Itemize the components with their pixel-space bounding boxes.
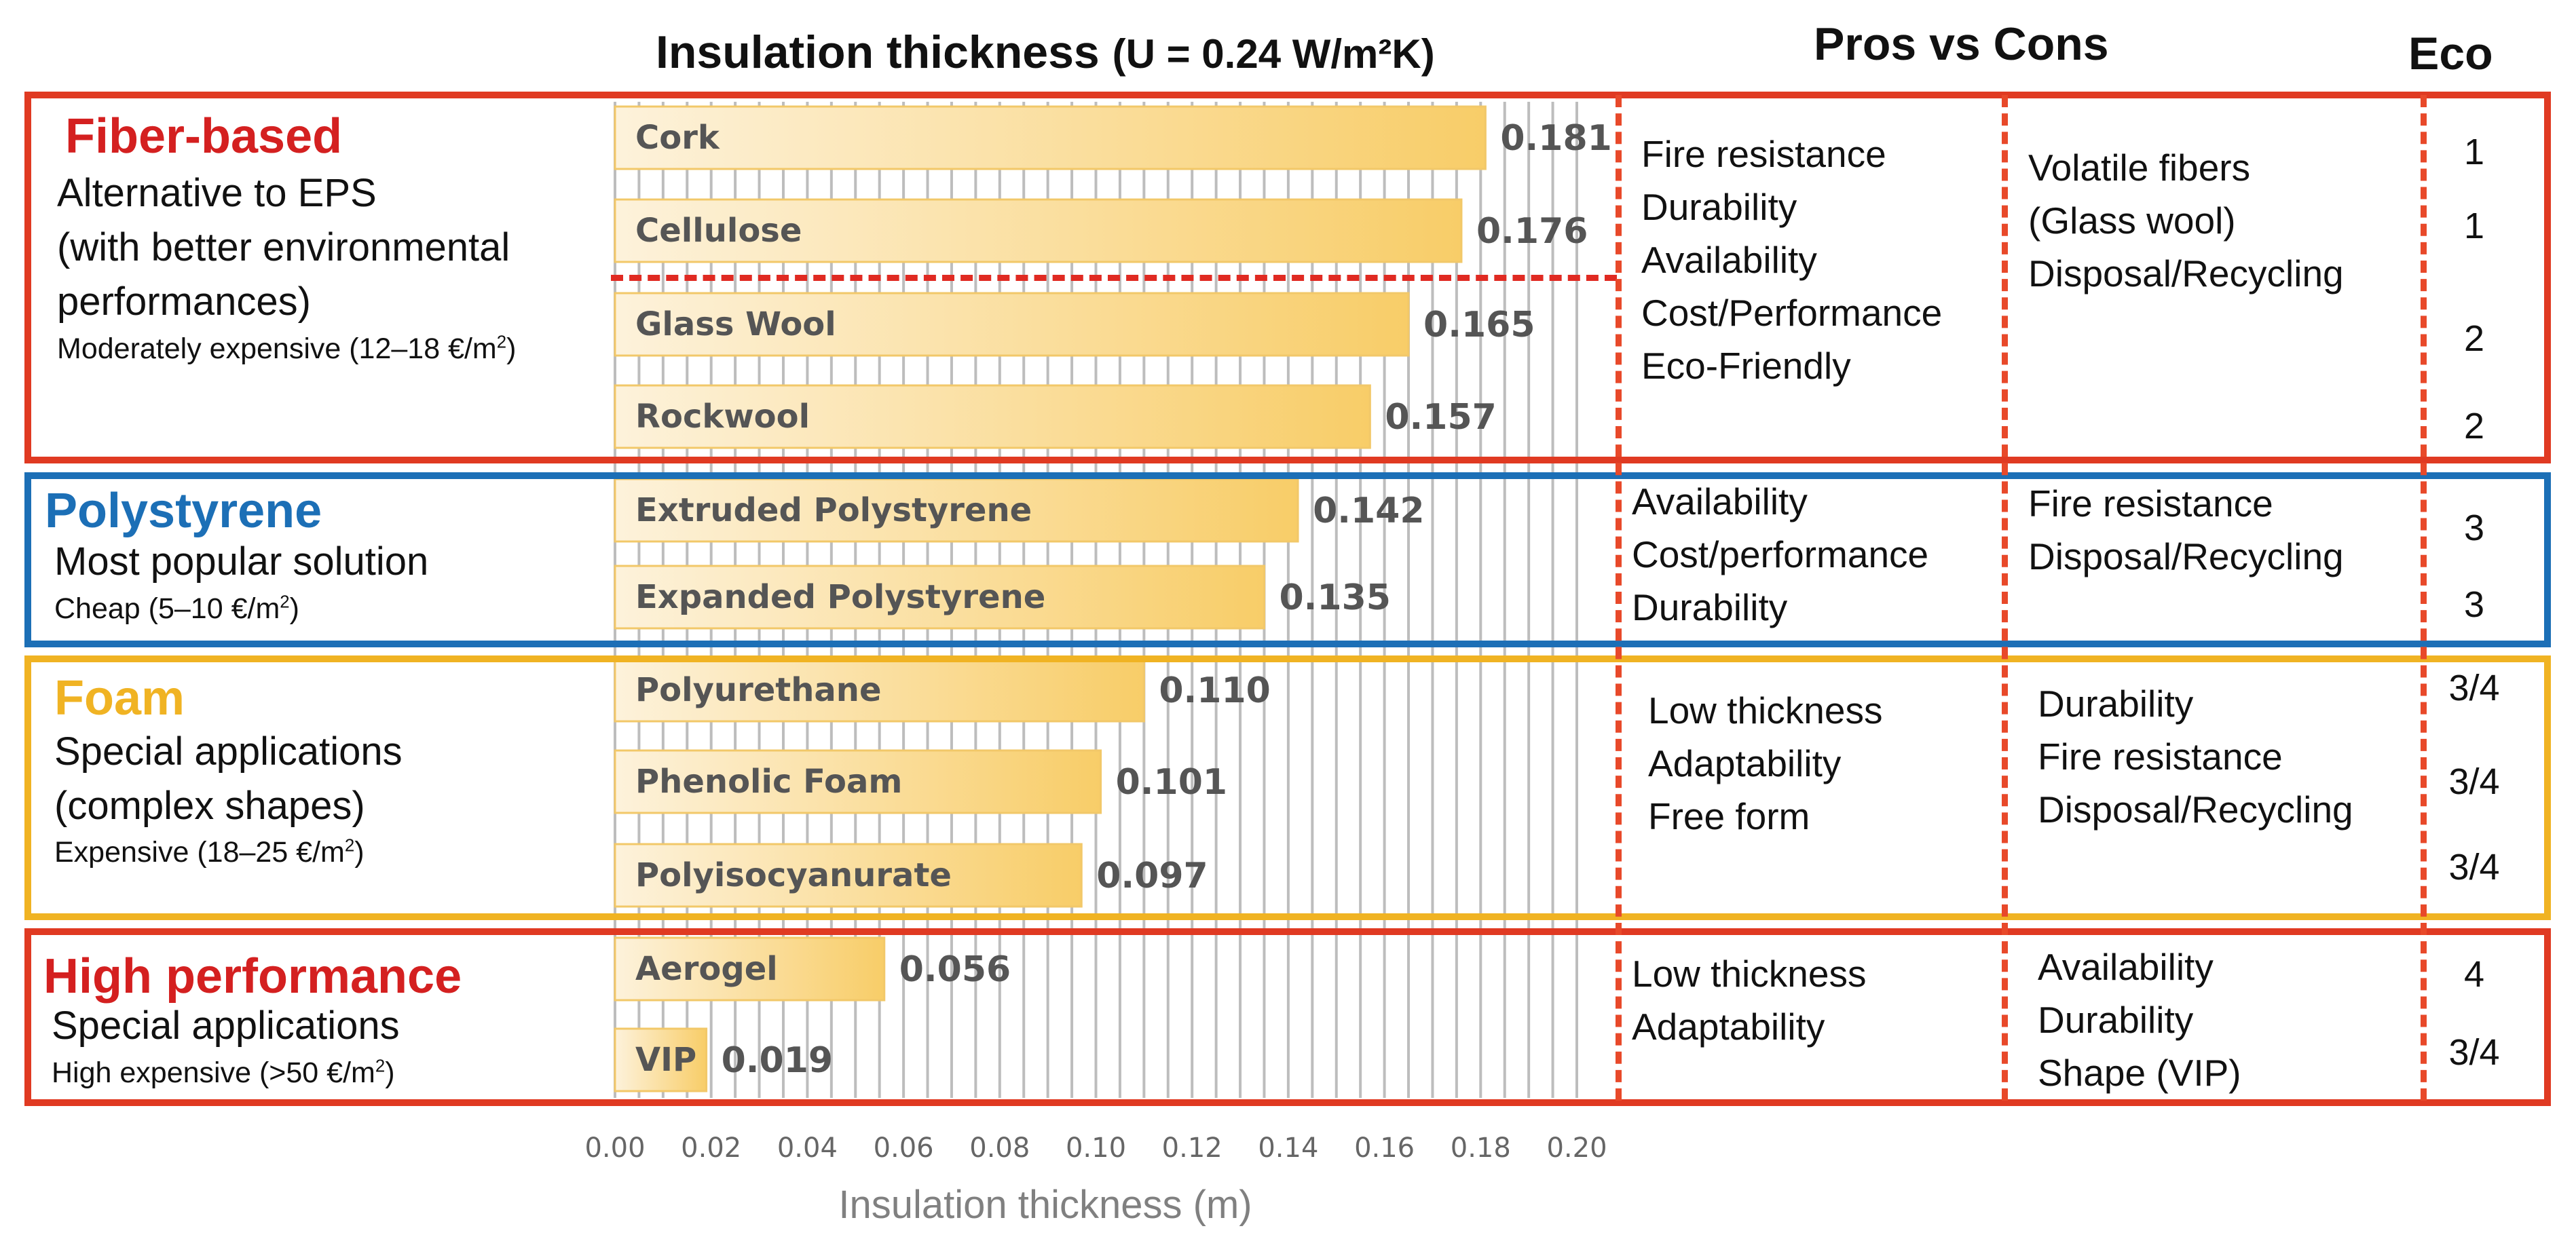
eco-score-polyisocyanurate: 3/4 — [2448, 847, 2500, 888]
chart-title-u-value: (U = 0.24 W/m²K) — [1112, 31, 1435, 77]
bar-label-expanded-polystyrene: Expanded Polystyrene — [635, 578, 1045, 616]
x-tick-label: 0.12 — [1162, 1133, 1222, 1164]
foam-price: Expensive (18–25 €/m2) — [54, 836, 365, 869]
eco-score-polyurethane: 3/4 — [2448, 668, 2500, 708]
foam-cons: Durability Fire resistance Disposal/Recy… — [2038, 683, 2353, 831]
x-tick-label: 0.08 — [969, 1133, 1030, 1164]
polystyrene-price: Cheap (5–10 €/m2) — [54, 592, 299, 625]
foam-group-box — [24, 655, 2551, 920]
chart-title: Insulation thickness (U = 0.24 W/m²K) — [656, 26, 1435, 79]
bar-label-phenolic-foam: Phenolic Foam — [635, 763, 902, 801]
value-label-expanded-polystyrene: 0.135 — [1279, 577, 1390, 618]
bar-label-aerogel: Aerogel — [635, 950, 778, 988]
pros-column-divider — [1616, 95, 1622, 1101]
fiber-title: Fiber-based — [65, 109, 343, 164]
bar-label-rockwool: Rockwool — [635, 398, 810, 436]
eco-score-rockwool: 2 — [2463, 406, 2485, 446]
foam-description: Special applications (complex shapes) — [54, 729, 403, 828]
fiber-group-box — [24, 92, 2551, 463]
bar-rockwool — [614, 384, 1371, 449]
polystyrene-group-box — [24, 472, 2551, 647]
polystyrene-pros: Availability Cost/performance Durability — [1632, 480, 1929, 628]
fiber-price: Moderately expensive (12–18 €/m2) — [57, 332, 517, 365]
high-performance-title: High performance — [43, 949, 462, 1004]
x-tick-label: 0.00 — [584, 1133, 645, 1164]
eco-score-phenolic-foam: 3/4 — [2448, 761, 2500, 802]
value-label-cellulose: 0.176 — [1476, 211, 1588, 252]
value-label-extruded-polystyrene: 0.142 — [1313, 491, 1424, 531]
high-performance-price: High expensive (>50 €/m2) — [52, 1057, 395, 1089]
high-performance-pros: Low thickness Adaptability — [1632, 953, 1867, 1048]
foam-pros: Low thickness Adaptability Free form — [1648, 689, 1883, 837]
bar-cork — [614, 105, 1487, 170]
eco-column-divider — [2421, 95, 2427, 1101]
value-label-glass-wool: 0.165 — [1423, 305, 1535, 345]
fiber-subgroup-divider — [611, 275, 1617, 281]
polystyrene-title: Polystyrene — [45, 484, 322, 538]
bar-label-glass-wool: Glass Wool — [635, 305, 836, 343]
value-label-vip: 0.019 — [722, 1040, 833, 1081]
chart-title-main: Insulation thickness — [656, 26, 1100, 78]
x-tick-label: 0.02 — [681, 1133, 741, 1164]
value-label-cork: 0.181 — [1500, 118, 1611, 159]
eco-score-aerogel: 4 — [2463, 954, 2485, 995]
bar-expanded-polystyrene — [614, 565, 1265, 630]
value-label-rockwool: 0.157 — [1385, 397, 1496, 438]
bar-label-cellulose: Cellulose — [635, 212, 802, 250]
cons-column-divider — [2002, 95, 2008, 1101]
fiber-cons: Volatile fibers (Glass wool) Disposal/Re… — [2028, 147, 2344, 294]
polystyrene-description: Most popular solution — [54, 539, 429, 584]
eco-score-cellulose: 1 — [2463, 206, 2485, 246]
bar-aerogel — [614, 936, 886, 1002]
bar-label-polyurethane: Polyurethane — [635, 671, 882, 709]
fiber-description: Alternative to EPS (with better environm… — [57, 171, 510, 324]
value-label-polyurethane: 0.110 — [1159, 670, 1270, 711]
bar-label-cork: Cork — [635, 119, 720, 157]
x-tick-label: 0.14 — [1258, 1133, 1318, 1164]
x-tick-label: 0.18 — [1451, 1133, 1511, 1164]
eco-score-glass-wool: 2 — [2463, 318, 2485, 359]
bar-vip — [614, 1027, 708, 1092]
x-axis-title: Insulation thickness (m) — [838, 1183, 1252, 1227]
high-performance-description: Special applications — [52, 1004, 400, 1048]
value-label-phenolic-foam: 0.101 — [1116, 762, 1227, 803]
x-tick-label: 0.04 — [777, 1133, 838, 1164]
bar-polyisocyanurate — [614, 843, 1083, 908]
x-tick-label: 0.20 — [1546, 1133, 1607, 1164]
chart-bars: Cork 0.181 Cellulose 0.176 Glass Wool 0.165 Ro… — [614, 105, 1612, 1092]
eco-score-extruded-polystyrene: 3 — [2463, 508, 2485, 548]
foam-title: Foam — [54, 671, 185, 725]
pros-cons-title: Pros vs Cons — [1814, 18, 2109, 70]
value-label-aerogel: 0.056 — [899, 949, 1011, 990]
bar-extruded-polystyrene — [614, 478, 1299, 543]
bar-label-vip: VIP — [635, 1041, 696, 1079]
eco-title: Eco — [2408, 28, 2493, 79]
x-tick-label: 0.06 — [874, 1133, 934, 1164]
bar-cellulose — [614, 198, 1463, 263]
bar-glass-wool — [614, 292, 1410, 357]
x-tick-label: 0.16 — [1354, 1133, 1415, 1164]
bar-label-polyisocyanurate: Polyisocyanurate — [635, 856, 952, 894]
eco-score-expanded-polystyrene: 3 — [2463, 584, 2485, 625]
eco-score-vip: 3/4 — [2448, 1032, 2500, 1073]
bar-label-extruded-polystyrene: Extruded Polystyrene — [635, 491, 1032, 529]
high-performance-group-box — [24, 928, 2551, 1106]
polystyrene-cons: Fire resistance Disposal/Recycling — [2028, 482, 2344, 577]
value-label-polyisocyanurate: 0.097 — [1096, 856, 1208, 896]
fiber-pros: Fire resistance Durability Availability … — [1641, 133, 1943, 387]
bar-phenolic-foam — [614, 749, 1102, 814]
x-tick-label: 0.10 — [1066, 1133, 1126, 1164]
bar-polyurethane — [614, 658, 1145, 723]
chart-x-ticks: 0.00 0.02 0.04 0.06 0.08 0.10 0.12 0.14 0.16 0.18… — [584, 1133, 1607, 1164]
eco-score-cork: 1 — [2463, 132, 2485, 172]
high-performance-cons: Availability Durability Shape (VIP) — [2038, 946, 2241, 1094]
